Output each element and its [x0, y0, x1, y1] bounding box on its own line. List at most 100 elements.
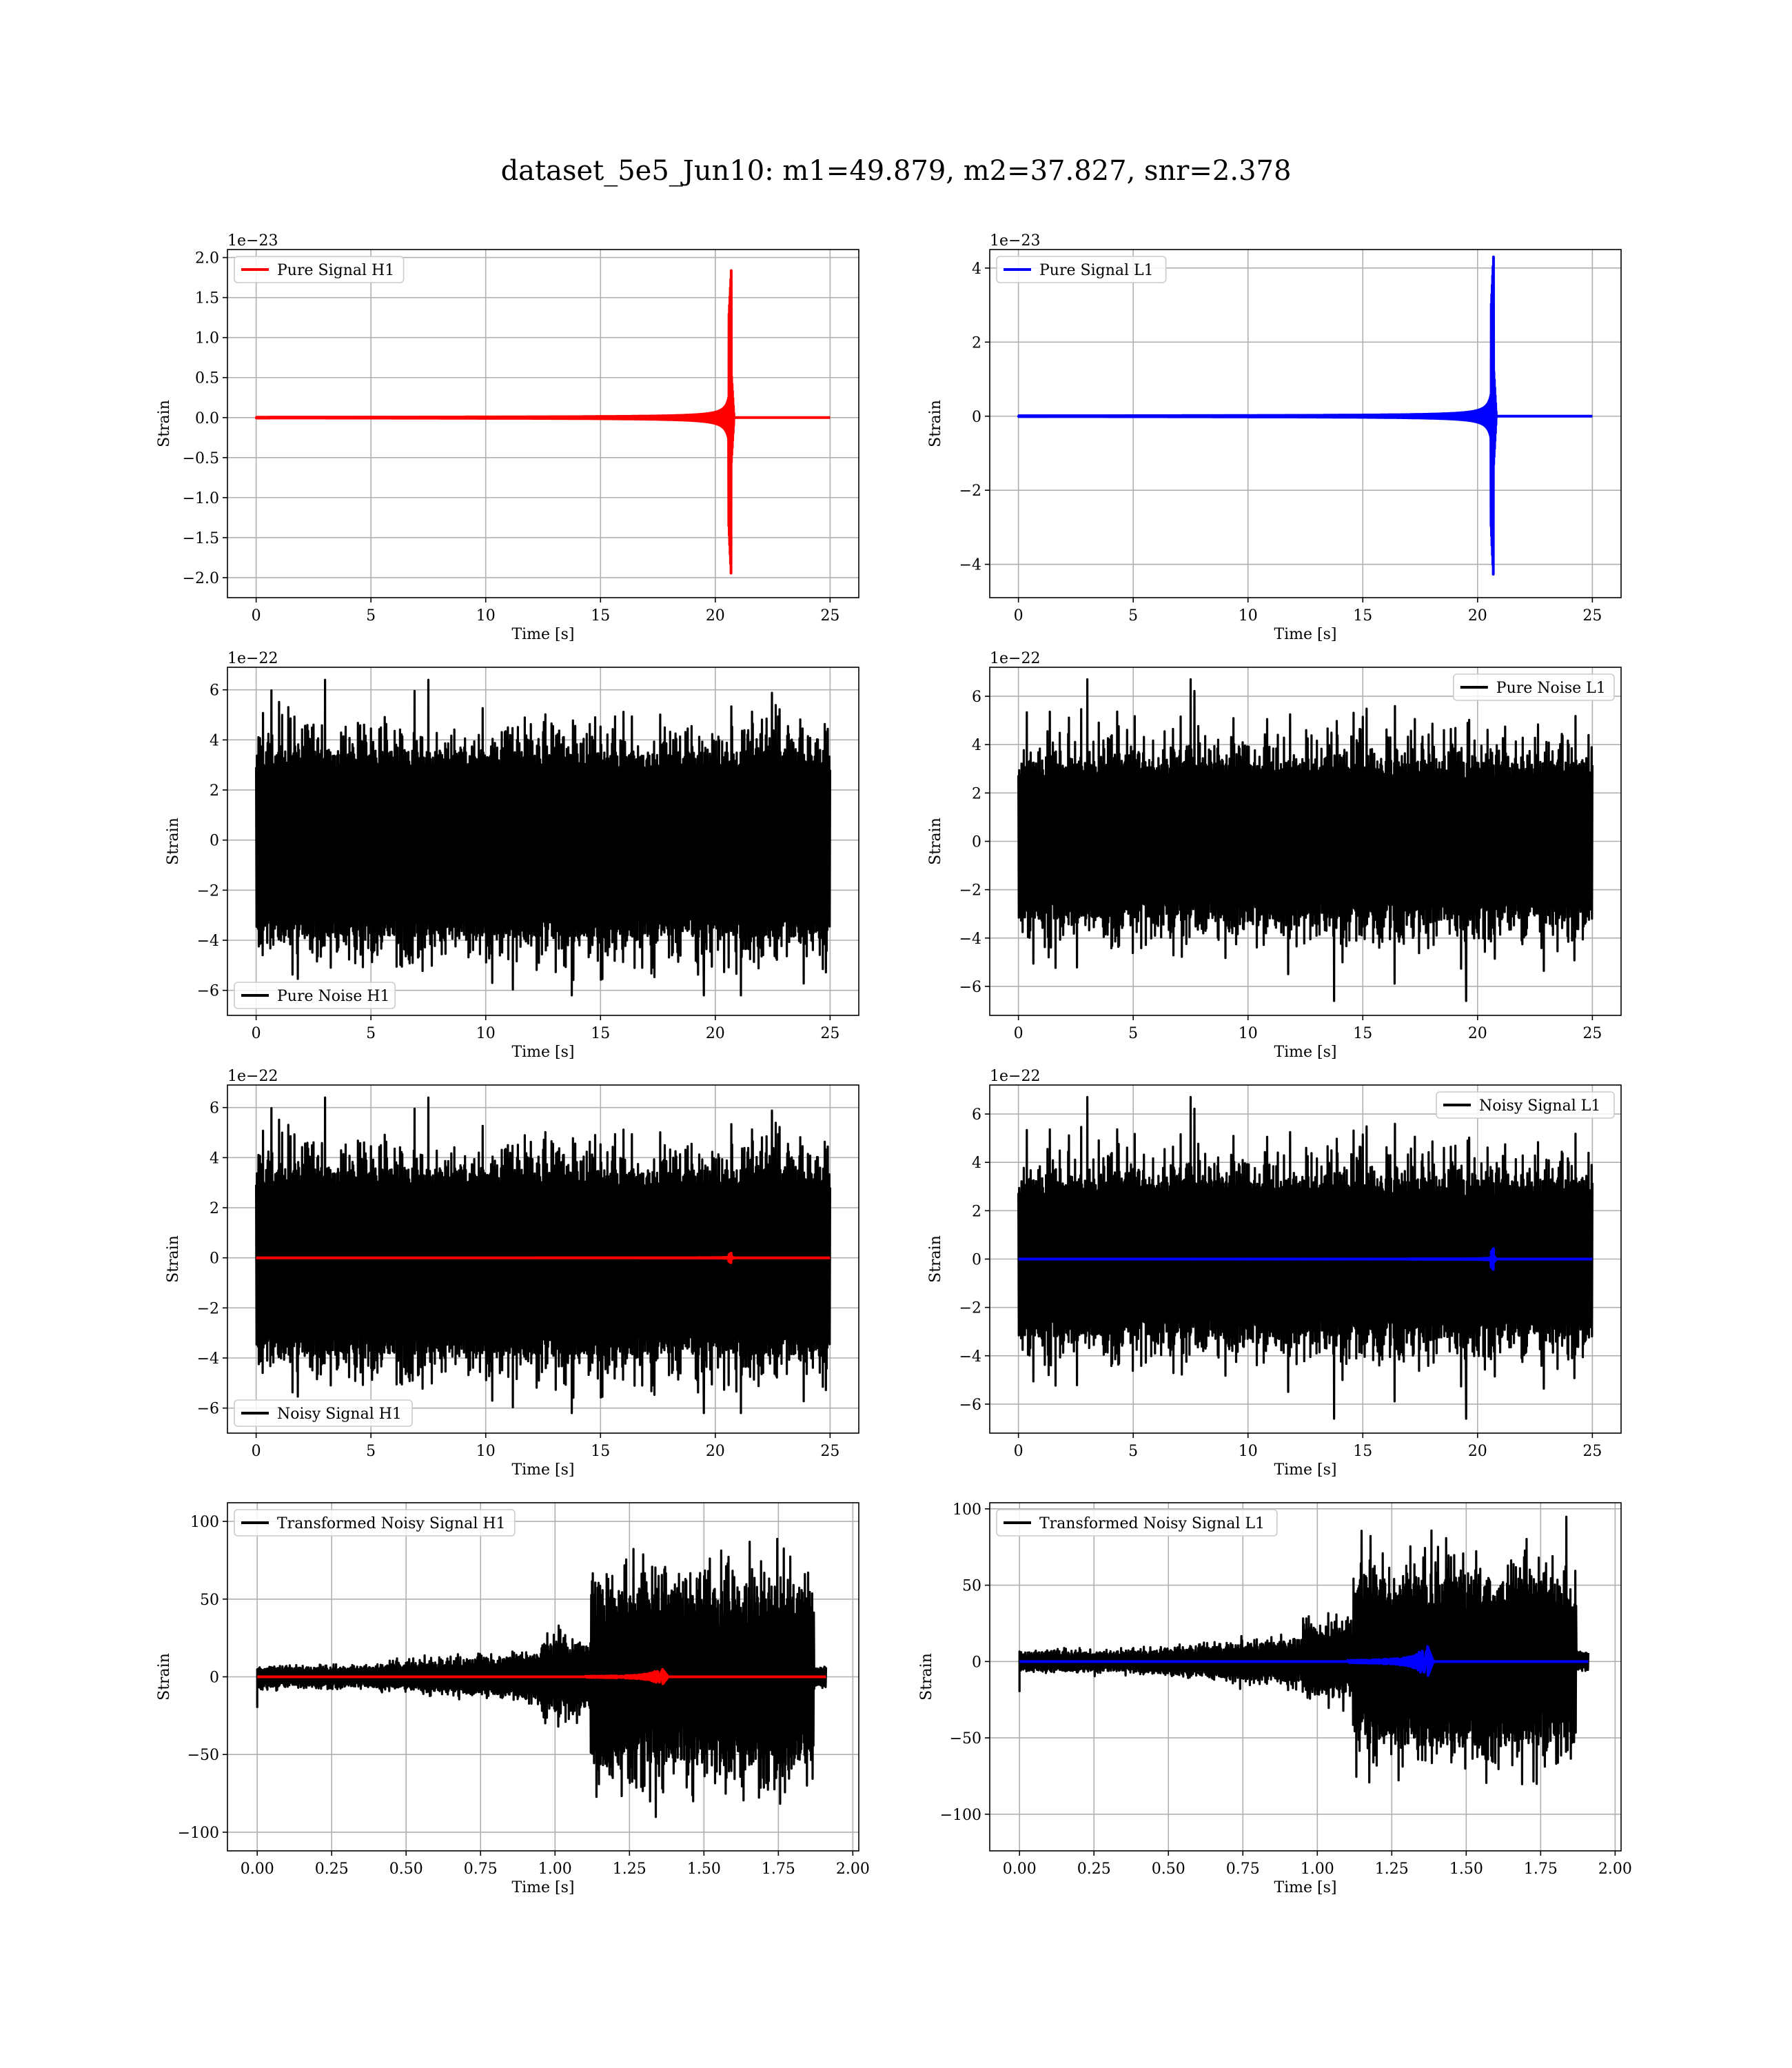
x-tick-label: 0 — [252, 1025, 261, 1042]
axes-frame — [227, 1084, 859, 1434]
x-tick-label: 1.00 — [538, 1861, 572, 1878]
x-tick-label: 25 — [1582, 607, 1602, 625]
x-tick-label: 5 — [1128, 607, 1138, 625]
y-tick-label: −50 — [187, 1747, 219, 1764]
y-tick-label: 4 — [210, 732, 219, 749]
x-tick-label: 10 — [1239, 1443, 1258, 1460]
plot-area — [1017, 255, 1594, 576]
x-tick-label: 1.25 — [1375, 1861, 1409, 1878]
x-tick-label: 25 — [1582, 1025, 1602, 1042]
x-tick-label: 1.00 — [1301, 1861, 1334, 1878]
x-tick-label: 5 — [366, 607, 376, 625]
y-tick-label: −4 — [959, 557, 981, 574]
y-tick-label: 2 — [210, 1200, 219, 1217]
x-tick-label: 0 — [1014, 1443, 1024, 1460]
x-tick-label: 20 — [1468, 1025, 1487, 1042]
chart-noisy-signal-l1: 0 5 10 15 20 25 −6 −4 −2 0 2 4 6 Time [s] Strain 1e−22 N… — [927, 1068, 1622, 1479]
x-tick-label: 0 — [252, 607, 261, 625]
offset-text: 1e−22 — [227, 1068, 278, 1085]
y-tick-label: −4 — [959, 931, 981, 948]
x-axis-label: Time [s] — [511, 1879, 574, 1896]
y-tick-label: 6 — [972, 1106, 981, 1124]
plot-area — [255, 678, 832, 997]
legend-box — [234, 982, 396, 1009]
plot-area — [1017, 678, 1594, 1002]
y-tick-label: 2 — [972, 1203, 981, 1220]
y-tick-label: 4 — [210, 1150, 219, 1167]
x-tick-label: 25 — [820, 607, 839, 625]
series-line-0 — [255, 678, 832, 997]
y-tick-label: 50 — [962, 1578, 981, 1595]
y-tick-label: −50 — [950, 1730, 981, 1747]
series-line-0 — [1017, 678, 1594, 1002]
y-tick-label: 0 — [210, 1670, 219, 1687]
x-tick-label: 0 — [1014, 607, 1024, 625]
y-tick-label: −100 — [940, 1807, 981, 1824]
y-tick-label: −6 — [197, 1401, 219, 1418]
axes-frame — [989, 249, 1622, 598]
legend: Noisy Signal L1 — [1436, 1091, 1615, 1119]
y-tick-label: −2 — [959, 1300, 981, 1317]
y-tick-label: 0 — [972, 1654, 981, 1671]
x-tick-label: 5 — [366, 1025, 376, 1042]
x-axis-label: Time [s] — [1274, 1461, 1336, 1479]
series-line-1 — [256, 1667, 827, 1685]
plot-area — [254, 269, 831, 575]
chart-pure-noise-l1: 0 5 10 15 20 25 −6 −4 −2 0 2 4 6 Time [s] Strain 1e−22 P… — [927, 650, 1622, 1061]
chart-transformed-noisy-signal-l1: 0.00 0.25 0.50 0.75 1.00 1.25 1.50 1.75 2.00 −100… — [918, 1501, 1632, 1896]
y-axis-label: Strain — [165, 1235, 182, 1283]
offset-text: 1e−22 — [227, 650, 278, 667]
plot-area — [256, 1537, 828, 1818]
y-tick-label: 0 — [972, 409, 981, 426]
x-tick-label: 1.75 — [1524, 1861, 1558, 1878]
plot-area — [1018, 1515, 1590, 1785]
legend-label: Noisy Signal H1 — [277, 1406, 402, 1423]
legend: Pure Noise H1 — [234, 982, 396, 1009]
y-tick-label: 0 — [972, 1252, 981, 1269]
x-tick-label: 2.00 — [836, 1861, 870, 1878]
x-tick-label: 1.50 — [1449, 1861, 1483, 1878]
y-tick-label: 0 — [210, 833, 219, 850]
x-tick-label: 25 — [820, 1443, 839, 1460]
x-axis-label: Time [s] — [511, 626, 574, 643]
offset-text: 1e−22 — [990, 650, 1040, 667]
x-tick-label: 20 — [706, 1443, 725, 1460]
series-line-1 — [1017, 1247, 1594, 1271]
x-tick-label: 20 — [706, 1025, 725, 1042]
y-tick-label: −6 — [959, 979, 981, 996]
y-tick-label: −2.0 — [183, 570, 219, 587]
y-axis-label: Strain — [927, 400, 944, 447]
y-axis-label: Strain — [156, 1653, 173, 1701]
x-tick-label: 15 — [591, 607, 610, 625]
figure-title: dataset_5e5_Jun10: m1=49.879, m2=37.827,… — [500, 155, 1292, 187]
legend: Pure Signal L1 — [996, 256, 1167, 283]
x-axis-label: Time [s] — [1274, 626, 1336, 643]
y-tick-label: 1.0 — [195, 330, 219, 347]
legend-label: Pure Noise L1 — [1496, 680, 1606, 697]
x-tick-label: 25 — [820, 1025, 839, 1042]
x-tick-label: 0 — [1014, 1025, 1024, 1042]
chart-pure-noise-h1: 0 5 10 15 20 25 −6 −4 −2 0 2 4 6 Time [s] Strain 1e−22 P… — [165, 650, 859, 1061]
legend-box — [1436, 1091, 1615, 1119]
series-line-0 — [254, 269, 831, 575]
series-line-1 — [255, 1252, 831, 1264]
chart-pure-signal-l1: 0 5 10 15 20 25 −4 −2 0 2 4 Time [s] Strain 1e−23 Pure… — [927, 232, 1622, 643]
y-tick-label: −1.5 — [183, 530, 219, 547]
legend-box — [1453, 673, 1615, 701]
x-tick-label: 5 — [1128, 1443, 1138, 1460]
series-line-0 — [1018, 1515, 1590, 1785]
x-axis-label: Time [s] — [1274, 1044, 1336, 1061]
series-line-0 — [1017, 255, 1594, 576]
x-tick-label: 0.75 — [464, 1861, 498, 1878]
y-tick-label: 0.5 — [195, 370, 219, 387]
x-tick-label: 1.25 — [613, 1861, 646, 1878]
y-tick-label: 2 — [972, 785, 981, 802]
legend: Transformed Noisy Signal H1 — [234, 1509, 516, 1537]
y-tick-label: 4 — [972, 737, 981, 754]
x-axis-label: Time [s] — [511, 1044, 574, 1061]
y-tick-label: −4 — [197, 1350, 219, 1368]
y-tick-label: 0 — [972, 834, 981, 851]
legend-label: Pure Signal L1 — [1039, 262, 1154, 279]
y-tick-label: −2 — [197, 1300, 219, 1317]
legend-label: Pure Signal H1 — [277, 262, 394, 279]
